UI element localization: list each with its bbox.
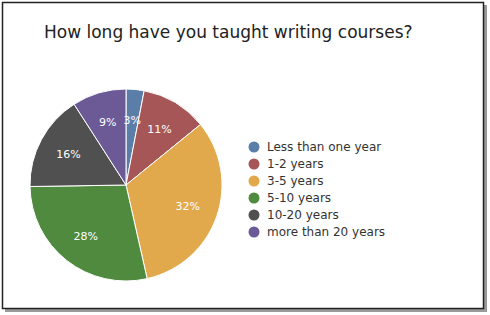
chart: How long have you taught writing courses…: [0, 0, 490, 315]
pie-slice: [74, 89, 126, 185]
legend-swatch: [249, 193, 260, 204]
legend: Less than one year 1-2 years 3-5 years 5-10…: [249, 140, 386, 239]
data-label: 28%: [73, 230, 97, 243]
data-label: 11%: [147, 123, 171, 136]
legend-label: 5-10 years: [267, 191, 331, 205]
data-labels: 3% 11% 32% 28% 16% 9%: [56, 114, 200, 243]
legend-swatch: [249, 210, 260, 221]
data-label: 16%: [56, 148, 80, 161]
title: How long have you taught writing courses…: [44, 22, 413, 42]
legend-swatch: [249, 227, 260, 238]
data-label: 3%: [123, 114, 140, 127]
legend-label: 3-5 years: [267, 174, 323, 188]
legend-item: 10-20 years: [249, 208, 339, 222]
legend-swatch: [249, 159, 260, 170]
frame: [3, 3, 484, 309]
legend-swatch: [249, 142, 260, 153]
legend-item: more than 20 years: [249, 225, 386, 239]
legend-item: Less than one year: [249, 140, 382, 154]
legend-swatch: [249, 176, 260, 187]
legend-item: 1-2 years: [249, 157, 324, 171]
legend-item: 5-10 years: [249, 191, 332, 205]
legend-label: 1-2 years: [267, 157, 323, 171]
data-label: 32%: [175, 200, 199, 213]
legend-label: more than 20 years: [267, 225, 385, 239]
pie-slice: [30, 185, 147, 281]
legend-label: 10-20 years: [267, 208, 339, 222]
data-label: 9%: [99, 116, 116, 129]
legend-label: Less than one year: [267, 140, 381, 154]
pie: [30, 89, 222, 281]
legend-item: 3-5 years: [249, 174, 324, 188]
